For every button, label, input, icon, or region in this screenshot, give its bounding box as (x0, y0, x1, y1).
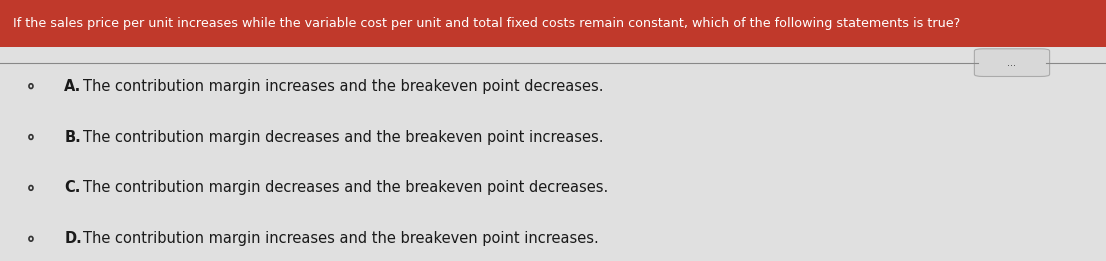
Text: B.: B. (64, 129, 81, 145)
Text: A.: A. (64, 79, 82, 94)
Text: The contribution margin decreases and the breakeven point decreases.: The contribution margin decreases and th… (83, 180, 608, 195)
Text: The contribution margin decreases and the breakeven point increases.: The contribution margin decreases and th… (83, 129, 604, 145)
Text: D.: D. (64, 231, 82, 246)
Text: C.: C. (64, 180, 81, 195)
Text: If the sales price per unit increases while the variable cost per unit and total: If the sales price per unit increases wh… (13, 17, 960, 30)
Text: ...: ... (1008, 58, 1016, 68)
Text: The contribution margin increases and the breakeven point increases.: The contribution margin increases and th… (83, 231, 598, 246)
Text: The contribution margin increases and the breakeven point decreases.: The contribution margin increases and th… (83, 79, 604, 94)
FancyBboxPatch shape (0, 0, 1106, 47)
FancyBboxPatch shape (974, 49, 1050, 76)
